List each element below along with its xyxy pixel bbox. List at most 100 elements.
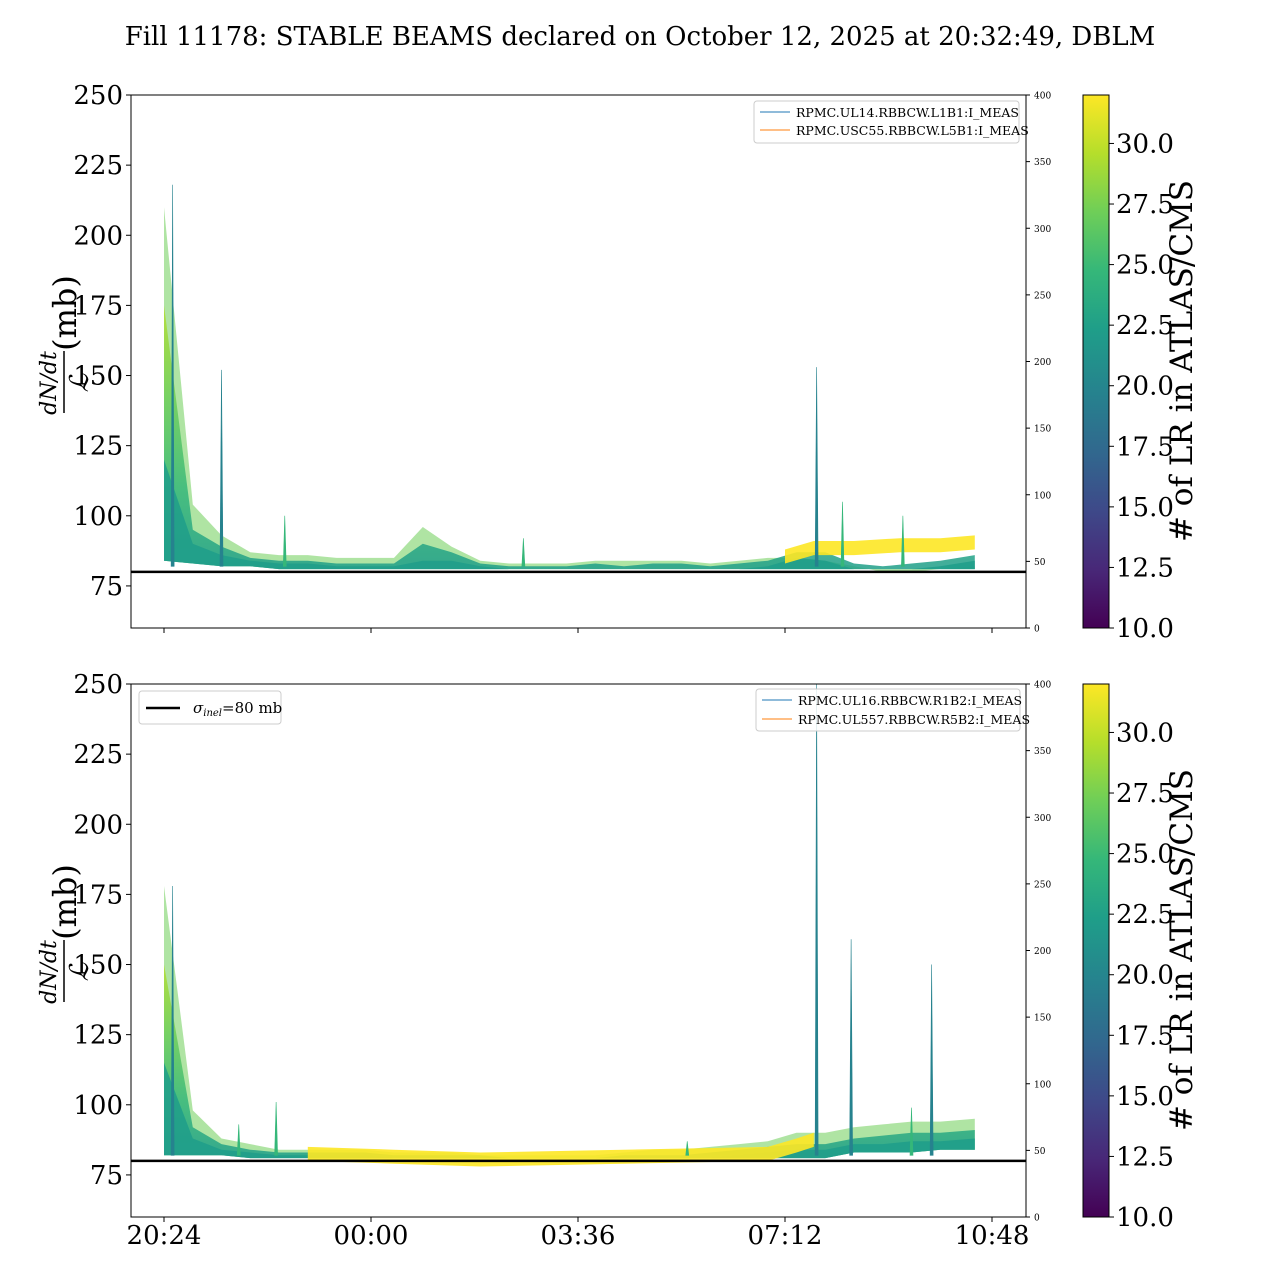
y-tick-label: 250 (73, 670, 123, 700)
high-lr-band (785, 535, 975, 564)
y2-tick-label: 100 (1034, 491, 1051, 501)
spike-3 (521, 538, 526, 567)
bottom-y-axis-label: dN/dt ℒ (mb) (37, 864, 95, 1004)
y-tick-label: 200 (73, 810, 123, 840)
bottom-plot-area (131, 684, 1026, 1167)
spike-6 (901, 515, 905, 567)
high-lr-band (307, 1132, 814, 1167)
top-colorbar-label: # of LR in ATLAS/CMS (1164, 180, 1200, 542)
bottom-panel: 75 100 125 150 175 200 225 250 0 50 100 150 200 250 3… (37, 670, 1200, 1251)
y2-tick-label: 350 (1034, 158, 1051, 168)
figure-title: Fill 11178: STABLE BEAMS declared on Oct… (125, 22, 1156, 52)
y-tick-label: 200 (73, 221, 123, 251)
x-tick-label: 20:24 (127, 1221, 202, 1251)
y-tick-label: 125 (73, 1021, 123, 1051)
colorbar-tick-label: 25.0 (1116, 251, 1174, 281)
y-tick-label: 225 (73, 151, 123, 181)
y2-tick-label: 400 (1034, 92, 1051, 102)
y-tick-label: 100 (73, 1091, 123, 1121)
y-tick-label: 125 (73, 432, 123, 462)
colorbar-tick-label: 25.0 (1116, 840, 1174, 870)
top-legend-entry-1: RPMC.USC55.RBBCW.L5B1:I_MEAS (796, 123, 1029, 138)
bottom-ylabel-denominator: ℒ (65, 961, 95, 981)
colorbar-tick-label: 30.0 (1116, 129, 1174, 159)
spike-2 (282, 515, 287, 567)
colorbar-tick-label: 27.5 (1116, 779, 1174, 809)
colorbar-tick-label: 15.0 (1116, 1082, 1174, 1112)
y-tick-label: 150 (73, 951, 123, 981)
top-y2-axis: 0 50 100 150 200 250 300 350 400 (1026, 92, 1051, 635)
top-y-axis: 75 100 125 150 175 200 225 250 (73, 81, 131, 602)
colorbar-tick-label: 12.5 (1116, 1142, 1174, 1172)
colorbar-tick-label: 10.0 (1116, 614, 1174, 644)
y2-tick-label: 300 (1034, 225, 1051, 235)
top-ylabel-denominator: ℒ (65, 372, 95, 392)
bottom-colorbar-gradient (1082, 683, 1110, 1218)
top-colorbar-gradient (1082, 94, 1110, 629)
y2-tick-label: 300 (1034, 814, 1051, 824)
upper-band-area (164, 964, 975, 1159)
spike-0 (170, 885, 175, 1156)
bottom-ylabel-numerator: dN/dt (37, 940, 62, 1004)
y-tick-label: 175 (73, 291, 123, 321)
top-plot-area (131, 184, 1026, 574)
bottom-colorbar: 10.0 12.5 15.0 17.5 20.0 22.5 25.0 27.5 30.0 # o… (1082, 683, 1200, 1233)
top-y-axis-label: dN/dt ℒ (mb) (37, 275, 95, 415)
bottom-reference-legend: σinel=80 mb (138, 690, 282, 725)
colorbar-tick-label: 20.0 (1116, 372, 1174, 402)
colorbar-tick-label: 20.0 (1116, 961, 1174, 991)
reference-legend-label: σinel=80 mb (193, 699, 282, 719)
top-ylabel-numerator: dN/dt (37, 351, 62, 415)
colorbar-tick-label: 17.5 (1116, 1021, 1174, 1051)
y2-tick-label: 150 (1034, 425, 1051, 435)
spike-1 (219, 369, 224, 567)
spike-7 (929, 964, 934, 1156)
x-tick-label: 03:36 (541, 1221, 616, 1251)
x-tick-label: 07:12 (748, 1221, 823, 1251)
x-tick-label: 10:48 (955, 1221, 1030, 1251)
colorbar-tick-label: 27.5 (1116, 190, 1174, 220)
spike-0 (170, 184, 175, 567)
y-tick-label: 250 (73, 81, 123, 111)
bottom-legend-entry-1: RPMC.UL557.RBBCW.R5B2:I_MEAS (798, 712, 1030, 727)
y-tick-label: 225 (73, 740, 123, 770)
spike-1 (236, 1124, 241, 1156)
spike-2 (274, 1101, 278, 1156)
y2-tick-label: 50 (1034, 558, 1046, 568)
y2-tick-label: 50 (1034, 1147, 1046, 1157)
bottom-colorbar-ticks: 10.0 12.5 15.0 17.5 20.0 22.5 25.0 27.5 30.0 (1109, 718, 1174, 1233)
y2-tick-label: 0 (1034, 625, 1040, 635)
y-tick-label: 75 (90, 572, 123, 602)
y2-tick-label: 350 (1034, 747, 1051, 757)
upper-band-area (164, 305, 975, 570)
envelope-area (164, 207, 975, 572)
x-tick-label: 00:00 (334, 1221, 409, 1251)
top-x-axis (163, 628, 993, 633)
y-tick-label: 150 (73, 362, 123, 392)
colorbar-tick-label: 12.5 (1116, 553, 1174, 583)
top-colorbar: 10.0 12.5 15.0 17.5 20.0 22.5 25.0 27.5 30.0 # o… (1082, 94, 1200, 644)
spike-3 (685, 1141, 690, 1156)
y-tick-label: 100 (73, 502, 123, 532)
y2-tick-label: 250 (1034, 291, 1051, 301)
bottom-colorbar-label: # of LR in ATLAS/CMS (1164, 769, 1200, 1131)
y2-tick-label: 0 (1034, 1214, 1040, 1224)
colorbar-tick-label: 30.0 (1116, 718, 1174, 748)
spike-5 (840, 501, 845, 567)
y-tick-label: 75 (90, 1161, 123, 1191)
y2-tick-label: 400 (1034, 681, 1051, 691)
colorbar-tick-label: 10.0 (1116, 1203, 1174, 1233)
bottom-ylabel-unit: (mb) (46, 864, 84, 940)
lower-band-area (164, 1062, 975, 1159)
bottom-legend-entry-0: RPMC.UL16.RBBCW.R1B2:I_MEAS (798, 693, 1022, 708)
top-ylabel-unit: (mb) (46, 275, 84, 351)
colorbar-tick-label: 17.5 (1116, 432, 1174, 462)
envelope-area (164, 886, 975, 1159)
y2-tick-label: 250 (1034, 880, 1051, 890)
bottom-y-axis: 75 100 125 150 175 200 225 250 (73, 670, 131, 1191)
top-panel: 75 100 125 150 175 200 225 250 0 50 100 150 200 250 3… (37, 81, 1200, 644)
top-colorbar-ticks: 10.0 12.5 15.0 17.5 20.0 22.5 25.0 27.5 30.0 (1109, 129, 1174, 644)
bottom-legend: RPMC.UL16.RBBCW.R1B2:I_MEAS RPMC.UL557.R… (755, 688, 1030, 732)
spike-5 (849, 939, 853, 1156)
